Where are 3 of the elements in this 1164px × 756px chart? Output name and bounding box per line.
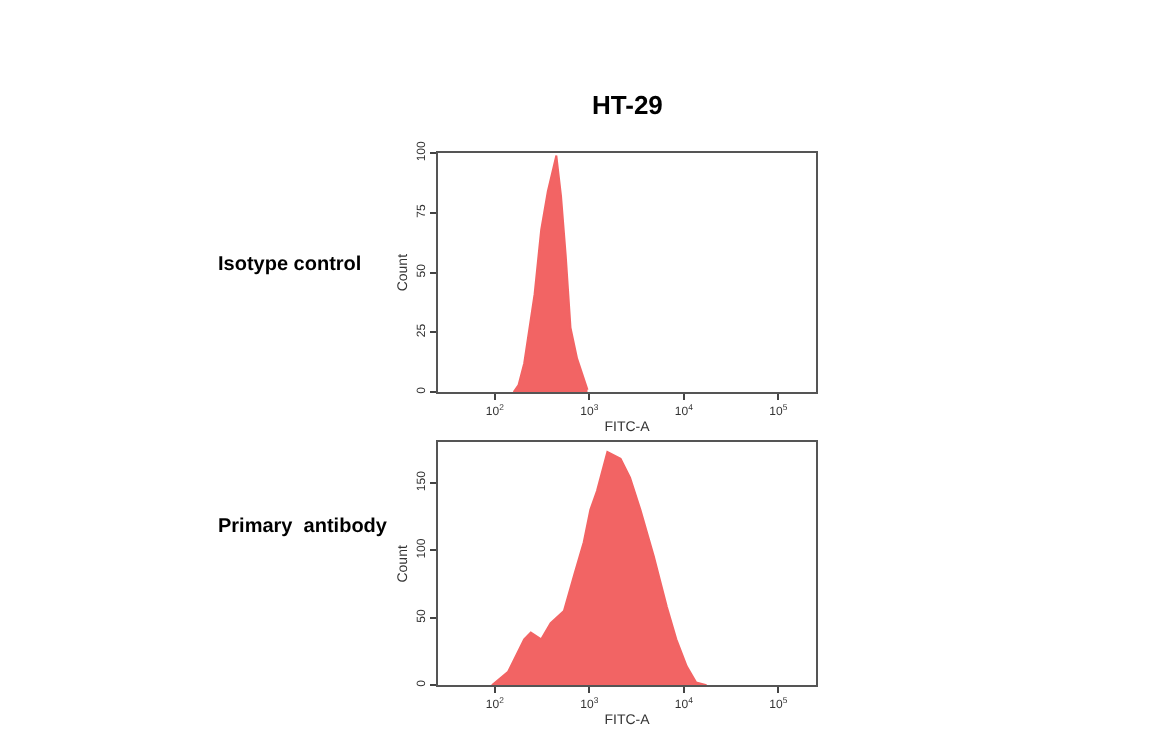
text: Isotype control — [218, 254, 362, 276]
chart-title: HT-29 — [592, 90, 663, 120]
text: Primary antibody — [218, 516, 388, 538]
